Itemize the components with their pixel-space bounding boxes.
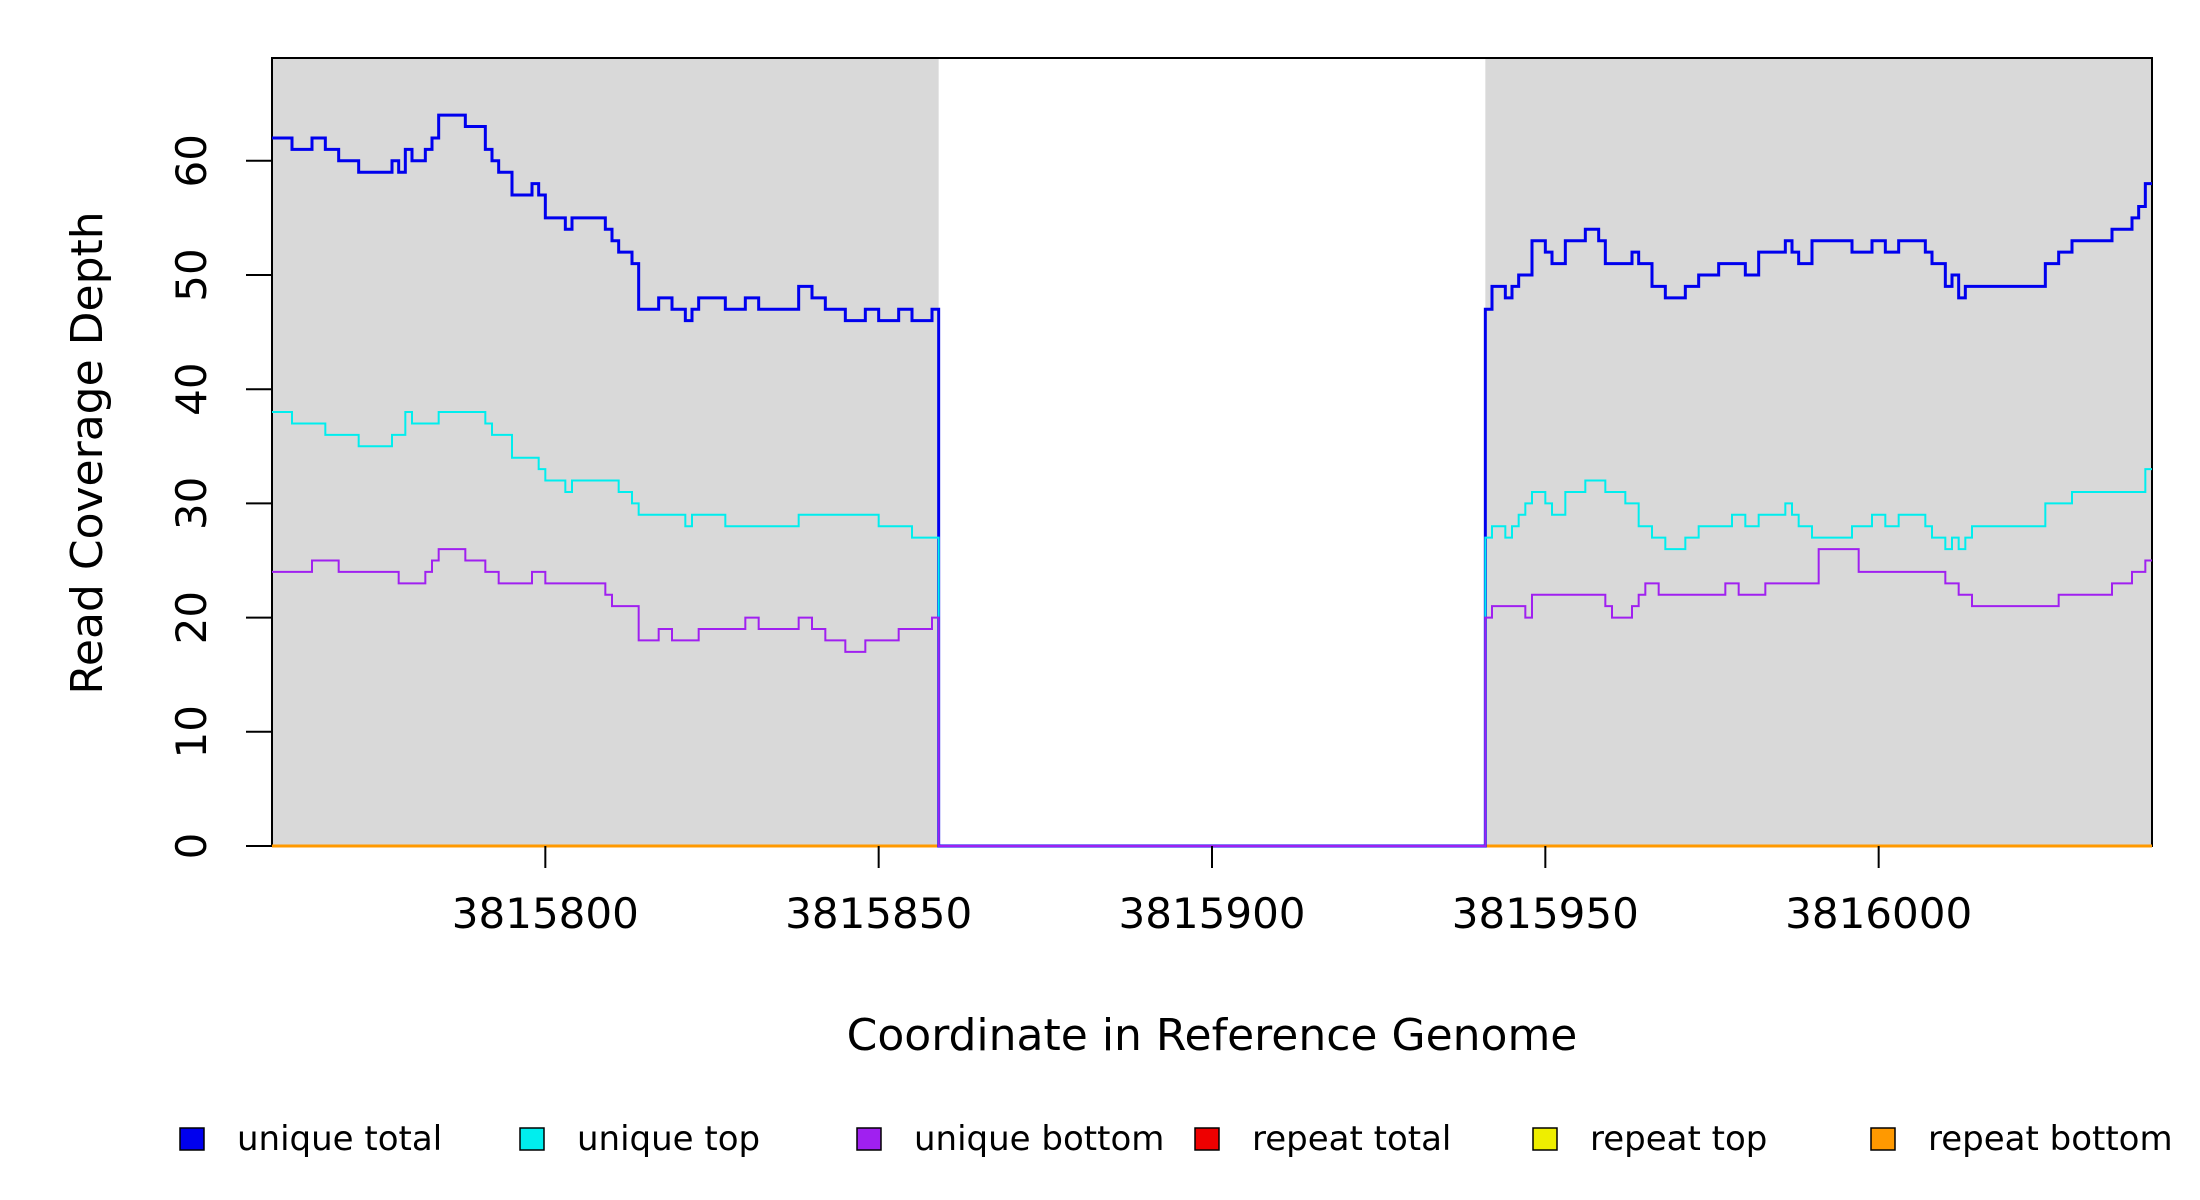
legend-item-unique-bottom: unique bottom bbox=[856, 1119, 1164, 1159]
legend-label: repeat bottom bbox=[1928, 1119, 2173, 1159]
legend-swatch bbox=[1870, 1127, 1896, 1151]
y-axis-title: Read Coverage Depth bbox=[62, 211, 113, 694]
y-tick-label: 0 bbox=[167, 833, 216, 860]
legend: unique total unique top unique bottom repea… bbox=[179, 1119, 2173, 1159]
x-tick-label: 3815800 bbox=[452, 889, 639, 938]
legend-swatch bbox=[1532, 1127, 1558, 1151]
legend-label: unique total bbox=[237, 1119, 442, 1159]
legend-swatch bbox=[179, 1127, 205, 1151]
plot-area bbox=[272, 58, 2152, 846]
legend-label: unique top bbox=[577, 1119, 760, 1159]
x-tick-label: 3815850 bbox=[785, 889, 972, 938]
legend-label: unique bottom bbox=[914, 1119, 1164, 1159]
y-tick-label: 60 bbox=[167, 134, 216, 187]
y-tick-label: 20 bbox=[167, 591, 216, 644]
legend-label: repeat top bbox=[1590, 1119, 1767, 1159]
series-line-unique-total bbox=[272, 113, 2152, 848]
x-tick-label: 3815950 bbox=[1452, 889, 1639, 938]
y-tick-label: 50 bbox=[167, 248, 216, 301]
legend-item-repeat-bottom: repeat bottom bbox=[1870, 1119, 2173, 1159]
x-tick-label: 3816000 bbox=[1785, 889, 1972, 938]
y-tick-label: 10 bbox=[167, 705, 216, 758]
y-tick-label: 30 bbox=[167, 477, 216, 530]
x-axis-title: Coordinate in Reference Genome bbox=[847, 1010, 1578, 1061]
series-line-unique-bottom bbox=[272, 548, 2152, 847]
y-tick-label: 40 bbox=[167, 362, 216, 415]
shaded-region-1 bbox=[272, 58, 939, 846]
legend-item-repeat-top: repeat top bbox=[1532, 1119, 1767, 1159]
y-axis: 0 10 20 30 40 50 60 bbox=[167, 134, 272, 859]
shaded-region-2 bbox=[1485, 58, 2152, 846]
legend-swatch bbox=[1194, 1127, 1220, 1151]
legend-item-unique-total: unique total bbox=[179, 1119, 442, 1159]
legend-item-repeat-total: repeat total bbox=[1194, 1119, 1451, 1159]
x-tick-label: 3815900 bbox=[1118, 889, 1305, 938]
legend-label: repeat total bbox=[1252, 1119, 1451, 1159]
legend-swatch bbox=[519, 1127, 545, 1151]
legend-item-unique-top: unique top bbox=[519, 1119, 760, 1159]
legend-swatch bbox=[856, 1127, 882, 1151]
x-axis: 3815800 3815850 3815900 3815950 3816000 bbox=[452, 846, 1972, 938]
series-line-unique-top bbox=[272, 411, 2152, 847]
